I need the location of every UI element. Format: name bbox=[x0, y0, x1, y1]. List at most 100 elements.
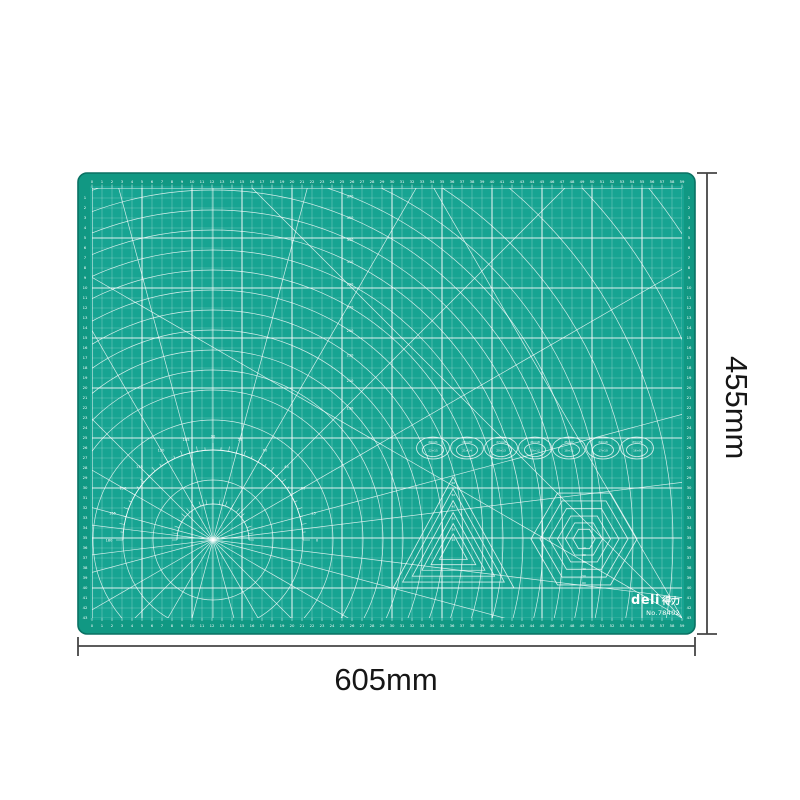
svg-text:13: 13 bbox=[687, 315, 692, 320]
svg-text:40: 40 bbox=[83, 585, 88, 590]
svg-text:15: 15 bbox=[311, 512, 316, 516]
svg-text:25: 25 bbox=[340, 179, 345, 184]
svg-text:2: 2 bbox=[84, 205, 87, 210]
svg-text:44: 44 bbox=[530, 623, 535, 628]
svg-text:15: 15 bbox=[240, 179, 245, 184]
protractor bbox=[116, 443, 310, 542]
svg-text:23: 23 bbox=[83, 415, 88, 420]
svg-text:8: 8 bbox=[171, 623, 174, 628]
svg-text:56: 56 bbox=[650, 623, 655, 628]
svg-text:330: 330 bbox=[347, 238, 355, 242]
svg-text:22×15: 22×15 bbox=[428, 449, 438, 453]
svg-text:9: 9 bbox=[688, 275, 691, 280]
svg-text:25: 25 bbox=[340, 623, 345, 628]
svg-text:1: 1 bbox=[688, 195, 691, 200]
svg-text:2: 2 bbox=[111, 179, 114, 184]
svg-text:26: 26 bbox=[350, 623, 355, 628]
svg-text:39: 39 bbox=[687, 575, 692, 580]
svg-text:50: 50 bbox=[590, 623, 595, 628]
svg-text:31: 31 bbox=[400, 623, 405, 628]
svg-text:26: 26 bbox=[687, 445, 692, 450]
svg-text:51: 51 bbox=[600, 179, 605, 184]
svg-text:370: 370 bbox=[347, 194, 355, 198]
svg-text:27: 27 bbox=[360, 623, 365, 628]
svg-text:35: 35 bbox=[83, 535, 88, 540]
svg-text:38: 38 bbox=[470, 179, 475, 184]
svg-text:21: 21 bbox=[300, 623, 305, 628]
svg-text:19: 19 bbox=[687, 375, 692, 380]
svg-text:56: 56 bbox=[650, 179, 655, 184]
svg-text:1: 1 bbox=[101, 179, 104, 184]
svg-text:310: 310 bbox=[347, 260, 355, 264]
svg-text:12: 12 bbox=[210, 179, 215, 184]
svg-text:3: 3 bbox=[121, 623, 124, 628]
svg-text:27: 27 bbox=[83, 455, 88, 460]
svg-text:12: 12 bbox=[210, 623, 215, 628]
svg-text:4: 4 bbox=[131, 623, 134, 628]
svg-text:6: 6 bbox=[84, 245, 87, 250]
svg-text:33: 33 bbox=[687, 515, 692, 520]
svg-text:28: 28 bbox=[687, 465, 692, 470]
svg-text:14: 14 bbox=[687, 325, 692, 330]
svg-text:1: 1 bbox=[84, 195, 87, 200]
svg-text:5: 5 bbox=[688, 235, 691, 240]
svg-text:6: 6 bbox=[688, 245, 691, 250]
svg-text:48: 48 bbox=[570, 179, 575, 184]
svg-text:20: 20 bbox=[452, 528, 456, 532]
svg-text:30: 30 bbox=[687, 485, 692, 490]
svg-text:22: 22 bbox=[687, 405, 692, 410]
svg-text:2: 2 bbox=[111, 623, 114, 628]
svg-text:19×12: 19×12 bbox=[530, 449, 540, 453]
svg-text:59: 59 bbox=[680, 179, 685, 184]
svg-text:18: 18 bbox=[270, 623, 275, 628]
svg-text:44: 44 bbox=[530, 179, 535, 184]
svg-text:34: 34 bbox=[430, 623, 435, 628]
mat-small-labels: 0 15 30 45 60 75 90 105 120 135 150 165 180 190 210 230… bbox=[106, 194, 642, 585]
svg-text:8: 8 bbox=[688, 265, 691, 270]
svg-text:39: 39 bbox=[83, 575, 88, 580]
svg-text:53: 53 bbox=[620, 179, 625, 184]
svg-text:230: 230 bbox=[347, 353, 355, 357]
svg-text:43: 43 bbox=[520, 179, 525, 184]
dimension-lines bbox=[77, 172, 717, 656]
svg-text:40: 40 bbox=[490, 179, 495, 184]
model-number: No.78402 bbox=[646, 608, 680, 617]
svg-text:24: 24 bbox=[83, 425, 88, 430]
svg-text:57: 57 bbox=[660, 179, 665, 184]
svg-text:10: 10 bbox=[687, 285, 692, 290]
svg-text:37: 37 bbox=[460, 623, 465, 628]
svg-text:135: 135 bbox=[136, 465, 143, 469]
svg-text:28: 28 bbox=[370, 179, 375, 184]
svg-text:23: 23 bbox=[320, 623, 325, 628]
svg-text:40: 40 bbox=[490, 623, 495, 628]
svg-text:42: 42 bbox=[83, 605, 88, 610]
svg-text:4: 4 bbox=[131, 179, 134, 184]
svg-text:50: 50 bbox=[582, 574, 586, 578]
svg-text:50: 50 bbox=[452, 493, 456, 497]
svg-text:0: 0 bbox=[316, 539, 319, 543]
ruler-numbers: 0011223344556677889910101111121213131414… bbox=[83, 179, 692, 628]
svg-text:52: 52 bbox=[610, 179, 615, 184]
svg-text:150: 150 bbox=[120, 487, 128, 491]
svg-text:21: 21 bbox=[300, 179, 305, 184]
svg-text:45: 45 bbox=[540, 623, 545, 628]
svg-text:7: 7 bbox=[161, 623, 164, 628]
svg-text:33: 33 bbox=[420, 623, 425, 628]
svg-text:36: 36 bbox=[687, 545, 692, 550]
svg-text:33: 33 bbox=[420, 179, 425, 184]
svg-text:0: 0 bbox=[91, 623, 94, 628]
svg-text:5: 5 bbox=[84, 235, 87, 240]
svg-text:30: 30 bbox=[301, 487, 306, 491]
svg-text:105: 105 bbox=[183, 438, 190, 442]
svg-text:23: 23 bbox=[320, 179, 325, 184]
svg-text:13: 13 bbox=[220, 623, 225, 628]
svg-text:32: 32 bbox=[410, 623, 415, 628]
svg-text:24: 24 bbox=[687, 425, 692, 430]
svg-text:10: 10 bbox=[190, 623, 195, 628]
brand-name: deli bbox=[630, 593, 660, 608]
svg-text:10: 10 bbox=[582, 546, 586, 550]
svg-text:20×13: 20×13 bbox=[496, 449, 506, 453]
svg-text:19: 19 bbox=[280, 623, 285, 628]
svg-text:14: 14 bbox=[230, 179, 235, 184]
